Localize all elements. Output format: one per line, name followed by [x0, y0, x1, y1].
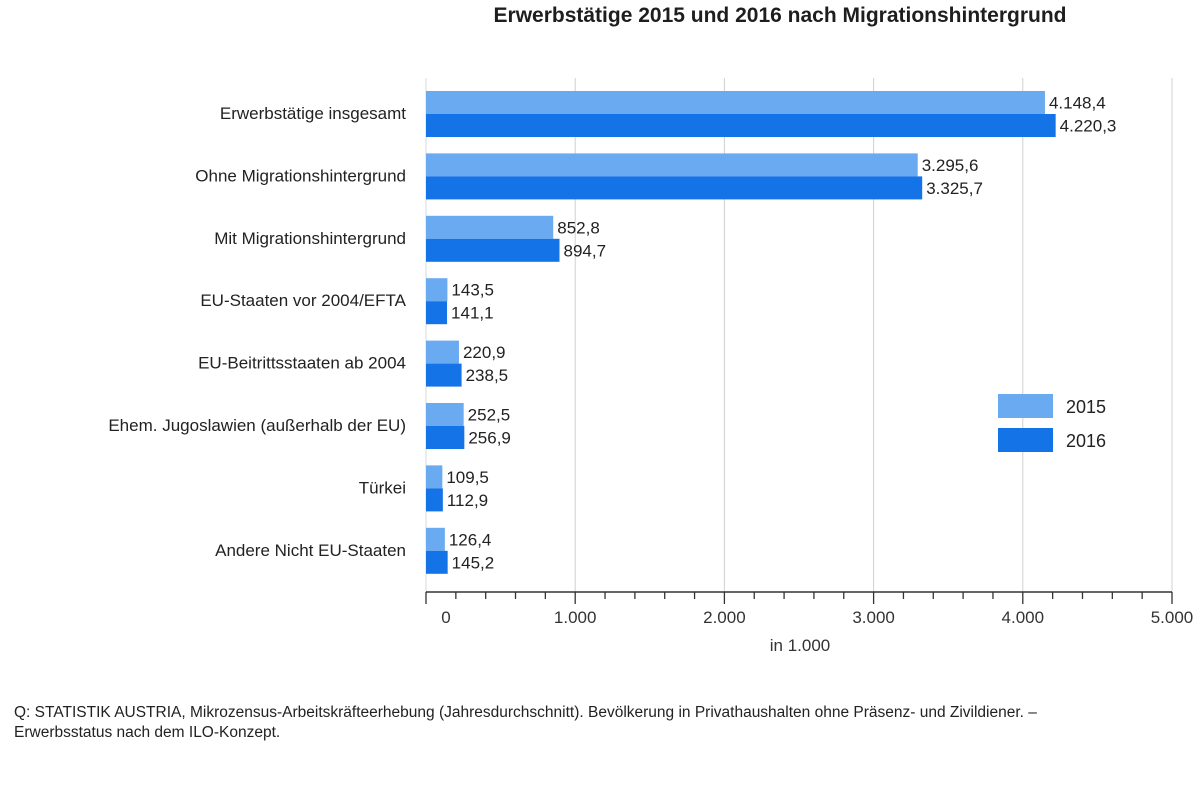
- category-label: EU-Beitrittsstaaten ab 2004: [198, 354, 406, 373]
- value-label-2016: 238,5: [466, 366, 509, 385]
- value-label-2015: 126,4: [449, 530, 492, 549]
- bar-2016: [426, 238, 560, 262]
- bar-2015: [426, 91, 1045, 114]
- value-label-2016: 112,9: [447, 491, 488, 510]
- bar-2016: [426, 363, 462, 387]
- bar-2016: [426, 301, 448, 325]
- bar-chart: Erwerbstätige insgesamt Ohne Migrationshi…: [108, 78, 1194, 655]
- bar-2015: [426, 340, 459, 364]
- bar-2015: [426, 278, 448, 302]
- tick-label: 4.000: [1002, 608, 1045, 627]
- value-label-2015: 252,5: [468, 406, 511, 425]
- bar-2016: [426, 176, 923, 200]
- value-label-2016: 4.220,3: [1060, 117, 1117, 136]
- value-label-2016: 894,7: [563, 241, 606, 260]
- value-label-2016: 145,2: [452, 553, 495, 572]
- bar-2016: [426, 426, 465, 449]
- gridlines: [425, 78, 1173, 592]
- x-axis-ticks: 0 1.000 2.000 3.000 4.000 5.000: [425, 592, 1194, 627]
- category-label: Andere Nicht EU-Staaten: [215, 541, 406, 560]
- tick-label: 3.000: [852, 608, 895, 627]
- value-label-2015: 3.295,6: [922, 156, 979, 175]
- chart-title: Erwerbstätige 2015 und 2016 nach Migrati…: [493, 4, 1067, 27]
- bar-2016: [426, 114, 1056, 137]
- legend-swatch-2015: [998, 394, 1053, 418]
- category-label: Ohne Migrationshintergrund: [195, 166, 406, 185]
- bar-2015: [426, 153, 918, 177]
- category-label: Türkei: [359, 478, 406, 497]
- value-label-2016: 3.325,7: [926, 179, 983, 198]
- legend-label-2016: 2016: [1066, 431, 1106, 451]
- legend-swatch-2016: [998, 428, 1053, 452]
- x-axis-title: in 1.000: [770, 636, 831, 655]
- category-labels: Erwerbstätige insgesamt Ohne Migrationshi…: [108, 104, 406, 560]
- value-label-2015: 4.148,4: [1049, 94, 1106, 113]
- value-label-2016: 256,9: [468, 429, 511, 448]
- value-label-2015: 220,9: [463, 343, 506, 362]
- value-label-2016: 141,1: [451, 304, 494, 323]
- category-label: EU-Staaten vor 2004/EFTA: [200, 291, 406, 310]
- category-label: Erwerbstätige insgesamt: [220, 104, 406, 123]
- value-label-2015: 143,5: [451, 281, 494, 300]
- bar-2015: [426, 527, 445, 551]
- tick-label: 0: [441, 608, 450, 627]
- source-note: Q: STATISTIK AUSTRIA, Mikrozensus-Arbeit…: [14, 704, 1037, 741]
- legend: 2015 2016: [998, 394, 1106, 452]
- value-label-2015: 109,5: [446, 468, 489, 487]
- bars: [426, 91, 1056, 574]
- category-label: Ehem. Jugoslawien (außerhalb der EU): [108, 416, 406, 435]
- bar-2015: [426, 465, 443, 489]
- category-label: Mit Migrationshintergrund: [214, 229, 406, 248]
- bar-2016: [426, 550, 448, 574]
- legend-label-2015: 2015: [1066, 397, 1106, 417]
- value-label-2015: 852,8: [557, 218, 600, 237]
- tick-label: 2.000: [703, 608, 746, 627]
- value-labels: 4.148,4 4.220,3 3.295,6 3.325,7 852,8 894,7 14…: [446, 94, 1116, 573]
- tick-label: 1.000: [554, 608, 597, 627]
- bar-2015: [426, 215, 554, 239]
- tick-label: 5.000: [1151, 608, 1194, 627]
- bar-2015: [426, 403, 464, 426]
- bar-2016: [426, 488, 443, 512]
